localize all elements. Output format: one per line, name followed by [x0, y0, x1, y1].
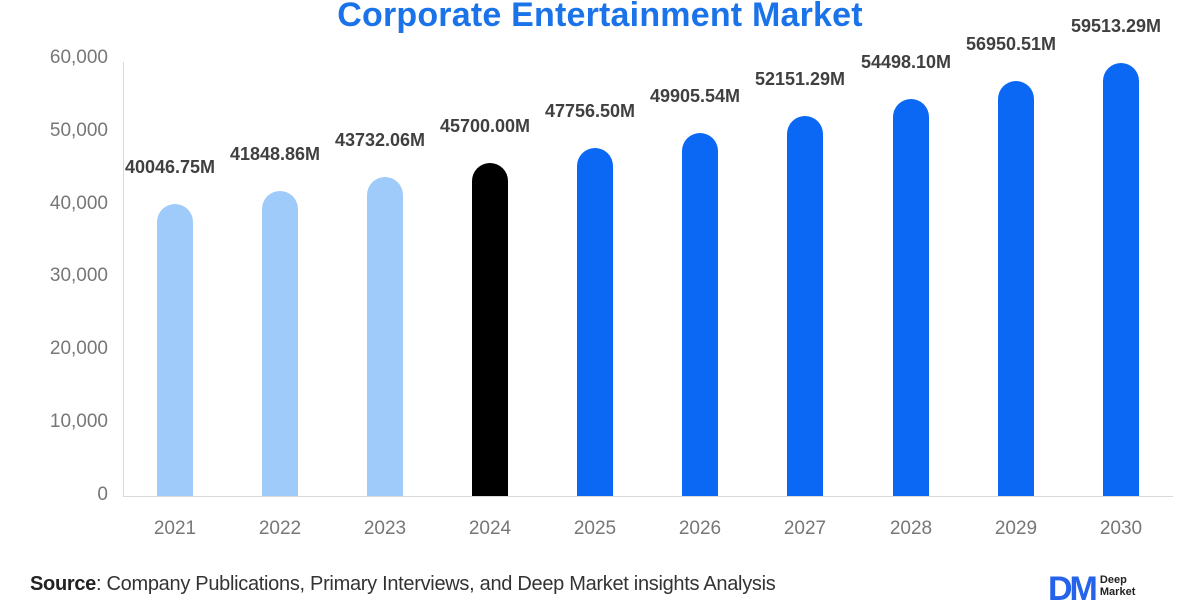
source-text: : Company Publications, Primary Intervie…: [96, 573, 776, 595]
x-tick: 2030: [1099, 518, 1143, 539]
bar-2026: [682, 132, 718, 496]
bar-2027: [787, 116, 823, 496]
data-label: 59513.29M: [1070, 15, 1162, 36]
chart-title: Corporate Entertainment Market: [337, 0, 863, 34]
logo-line-1: Deep: [1099, 574, 1127, 586]
x-tick: 2021: [153, 518, 197, 539]
data-label: 43732.06M: [334, 130, 426, 151]
y-tick: 0: [97, 484, 108, 505]
x-tick: 2023: [363, 518, 407, 539]
bar-2030: [1103, 62, 1139, 496]
source-note: Source: Company Publications, Primary In…: [30, 573, 776, 596]
x-tick: 2027: [783, 518, 827, 539]
logo-line-2: Market: [1099, 586, 1136, 598]
x-tick: 2026: [678, 518, 722, 539]
bar-2023: [367, 177, 403, 496]
logo-mark: DM: [1048, 570, 1098, 608]
logo: DM Deep Market: [1048, 572, 1135, 606]
y-tick: 30,000: [49, 265, 108, 286]
bar-2029: [998, 81, 1034, 496]
bar-2021: [157, 204, 193, 496]
x-tick: 2025: [573, 518, 617, 539]
data-label: 54498.10M: [860, 52, 952, 73]
data-label: 47756.50M: [544, 101, 636, 122]
y-axis-line: [123, 62, 124, 496]
y-tick: 40,000: [49, 193, 108, 214]
bar-2022: [262, 191, 298, 496]
logo-text: Deep Market: [1100, 574, 1135, 598]
x-tick: 2022: [258, 518, 302, 539]
x-tick: 2024: [468, 518, 512, 539]
x-tick: 2029: [994, 518, 1038, 539]
data-label: 40046.75M: [124, 157, 216, 178]
y-tick: 20,000: [49, 338, 108, 359]
y-tick: 10,000: [49, 411, 108, 432]
data-label: 56950.51M: [965, 34, 1057, 55]
bar-2028: [893, 99, 929, 496]
data-label: 52151.29M: [754, 69, 846, 90]
source-label: Source: [30, 573, 97, 595]
y-tick: 50,000: [49, 120, 108, 141]
data-label: 49905.54M: [649, 85, 741, 106]
x-axis-line: [123, 496, 1173, 497]
bar-2024: [472, 163, 508, 496]
data-label: 41848.86M: [229, 144, 321, 165]
y-tick: 60,000: [49, 47, 108, 68]
x-tick: 2028: [889, 518, 933, 539]
data-label: 45700.00M: [439, 116, 531, 137]
bar-2025: [577, 148, 613, 496]
